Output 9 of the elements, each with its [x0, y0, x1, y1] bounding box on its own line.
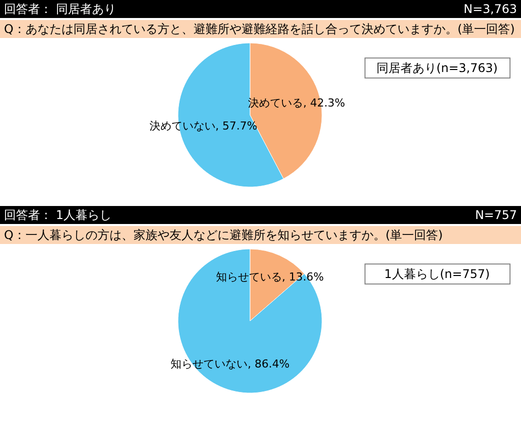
chart-title: 回答者： 同居者あり	[4, 2, 116, 16]
text: N=757	[475, 208, 517, 222]
text: 回答者： 1人暮らし	[4, 208, 112, 222]
text: N=3,763	[464, 2, 517, 16]
slice-label: 知らせていない, 86.4%	[170, 358, 290, 371]
chart-subtitle: Q：一人暮らしの方は、家族や友人などに避難所を知らせていますか。(単一回答)	[4, 228, 443, 242]
chart-subtitle: Q：あなたは同居されている方と、避難所や避難経路を話し合って決めていますか。(単一回答)	[4, 22, 515, 36]
text: 同居者あり(n=3,763)	[376, 61, 498, 75]
text: 1人暮らし(n=757)	[384, 267, 490, 281]
